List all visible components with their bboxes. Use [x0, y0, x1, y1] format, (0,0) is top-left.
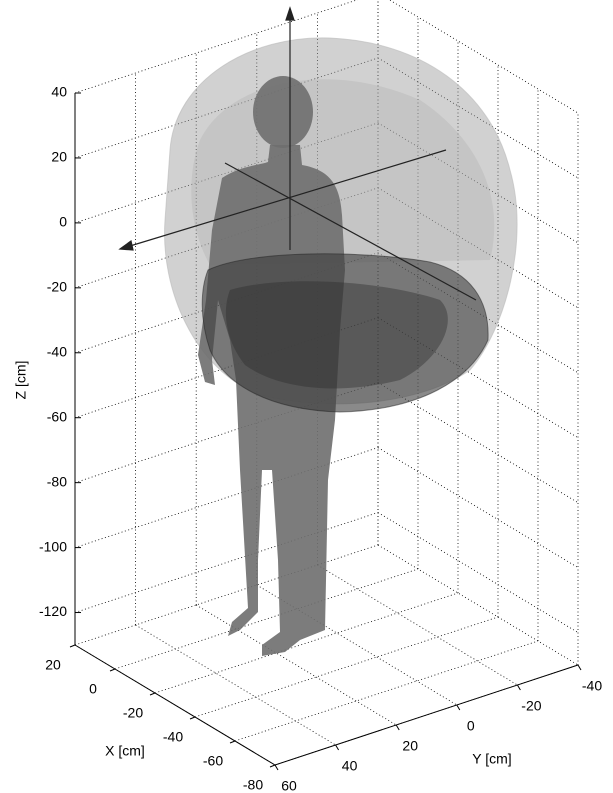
z-tick-label: -100: [39, 538, 67, 554]
x-tick-label: 0: [89, 681, 97, 697]
y-tick: [578, 665, 581, 670]
grid-line: [75, 448, 378, 548]
y-axis-label: Y [cm]: [472, 751, 511, 767]
z-axis-label: Z [cm]: [13, 361, 29, 400]
x-tick-label: -60: [203, 753, 223, 769]
z-tick-label: -120: [39, 603, 67, 619]
x-tick: [70, 645, 75, 647]
y-tick-label: 0: [467, 718, 475, 734]
z-tick-label: -80: [47, 473, 67, 489]
y-tick-label: -20: [521, 698, 541, 714]
y-tick: [517, 685, 520, 690]
y-axis-line: [275, 665, 578, 765]
figure: [120, 8, 517, 656]
y-tick-label: 60: [281, 778, 297, 793]
y-tick-label: 20: [402, 738, 418, 754]
y-tick-label: -40: [582, 678, 602, 694]
y-tick: [336, 745, 339, 750]
x-tick-label: -20: [123, 705, 143, 721]
grid-line: [75, 513, 378, 613]
x-tick: [150, 693, 155, 695]
x-axis-label: X [cm]: [105, 743, 145, 759]
z-tick-label: 0: [59, 214, 67, 230]
x-tick-label: -40: [163, 729, 183, 745]
x-tick: [270, 765, 275, 767]
z-tick-label: -40: [47, 343, 67, 359]
z-tick-label: -60: [47, 408, 67, 424]
y-tick: [275, 765, 278, 770]
chart: 40 20 0 -20 -40 -60 -80 -100 -120 20 0 -20 -40 -60 -80…: [0, 0, 613, 793]
y-tick: [457, 705, 460, 710]
z-tick-label: -20: [47, 279, 67, 295]
z-tick-label: 40: [51, 84, 67, 100]
x-tick: [230, 741, 235, 743]
grid-line: [136, 625, 336, 745]
x-tick: [190, 717, 195, 719]
grid-line: [378, 448, 578, 568]
x-tick-label: -80: [243, 777, 263, 793]
x-tick: [110, 669, 115, 671]
x-tick-label: 20: [45, 657, 61, 673]
y-tick-label: 40: [342, 758, 358, 774]
grid-line: [317, 565, 517, 685]
y-tick: [396, 725, 399, 730]
z-tick-label: 20: [51, 149, 67, 165]
